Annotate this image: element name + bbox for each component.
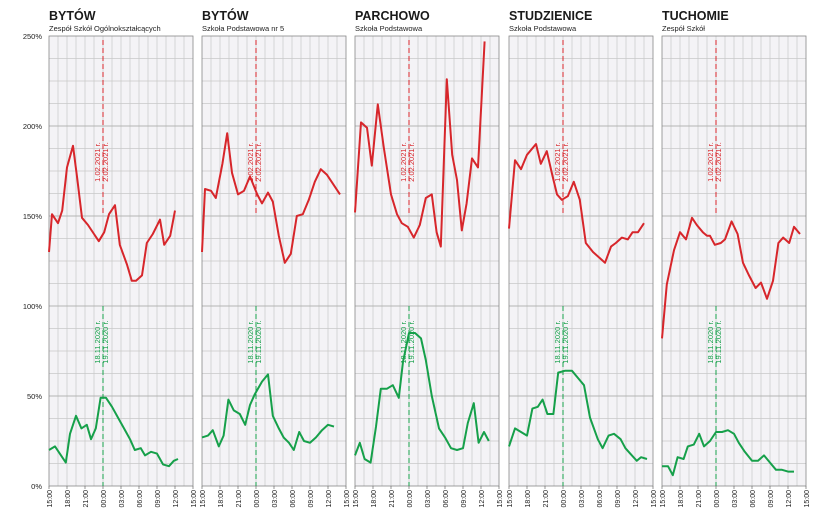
x-tick-label: 03:00 [119, 490, 126, 508]
date-label-red: 2.02.2021 r. [254, 142, 263, 182]
x-tick-label: 15:00 [344, 490, 351, 508]
date-label-red: 1.02.2021 r. [399, 142, 408, 182]
date-label-red: 1.02.2021 r. [553, 142, 562, 182]
date-label-red: 1.02.2021 r. [93, 142, 102, 182]
x-tick-label: 03:00 [579, 490, 586, 508]
series-line-red [661, 216, 801, 339]
series-line-green [662, 429, 794, 477]
x-tick-label: 03:00 [732, 490, 739, 508]
x-tick-label: 18:00 [65, 490, 72, 508]
x-tick-label: 12:00 [786, 490, 793, 508]
panel-subtitle: Zespół Szkół [662, 24, 705, 33]
date-label-red: 1.02.2021 r. [706, 142, 715, 182]
date-label-red: 2.02.2021 r. [714, 142, 723, 182]
y-tick-label: 250% [23, 32, 43, 41]
date-label-green: 18.11.2020 r. [246, 320, 255, 363]
x-tick-label: 12:00 [326, 490, 333, 508]
y-tick-label: 150% [23, 212, 43, 221]
x-tick-label: 21:00 [543, 490, 550, 508]
x-tick-label: 03:00 [425, 490, 432, 508]
series-line-red [201, 132, 341, 264]
y-tick-label: 50% [27, 392, 42, 401]
panel-subtitle: Szkoła Podstawowa [355, 24, 423, 33]
panel-title: TUCHOMIE [662, 9, 729, 23]
x-tick-label: 00:00 [254, 490, 261, 508]
panel-title: STUDZIENICE [509, 9, 592, 23]
panel-4: 1.02.2021 r. 2.02.2021 r. 18.11.2020 r. 19.… [507, 9, 658, 508]
x-tick-label: 15:00 [660, 490, 667, 508]
x-tick-label: 21:00 [696, 490, 703, 508]
date-label-green: 18.11.2020 r. [93, 320, 102, 363]
series-line-green [354, 332, 490, 464]
x-tick-label: 09:00 [615, 490, 622, 508]
x-tick-label: 15:00 [507, 490, 514, 508]
panel-subtitle: Zespół Szkół Ogólnokształcących [49, 24, 161, 33]
x-tick-label: 09:00 [155, 490, 162, 508]
x-tick-label: 06:00 [597, 490, 604, 508]
x-tick-label: 09:00 [308, 490, 315, 508]
date-label-red: 2.02.2021 r. [561, 142, 570, 182]
panel-title: BYTÓW [49, 8, 96, 23]
panel-2: 1.02.2021 r. 2.02.2021 r. 18.11.2020 r. 19.… [200, 8, 351, 508]
y-tick-label: 0% [31, 482, 42, 491]
x-tick-label: 18:00 [371, 490, 378, 508]
x-tick-label: 15:00 [353, 490, 360, 508]
x-tick-label: 15:00 [47, 490, 54, 508]
x-tick-label: 18:00 [678, 490, 685, 508]
date-label-green: 19.11.2020 r. [101, 320, 110, 363]
x-tick-label: 15:00 [200, 490, 207, 508]
y-tick-label: 200% [23, 122, 43, 131]
date-label-green: 18.11.2020 r. [553, 320, 562, 363]
x-tick-label: 09:00 [768, 490, 775, 508]
series-line-green [48, 396, 179, 468]
date-label-green: 19.11.2020 r. [407, 320, 416, 363]
date-label-green: 18.11.2020 r. [706, 320, 715, 363]
x-tick-label: 18:00 [218, 490, 225, 508]
date-label-green: 18.11.2020 r. [399, 320, 408, 363]
x-tick-label: 03:00 [272, 490, 279, 508]
date-label-red: 1.02.2021 r. [246, 142, 255, 182]
x-tick-label: 21:00 [389, 490, 396, 508]
x-tick-label: 15:00 [497, 490, 504, 508]
x-tick-label: 21:00 [236, 490, 243, 508]
x-tick-label: 06:00 [443, 490, 450, 508]
series-line-red [354, 41, 486, 248]
series-line-red [48, 144, 176, 282]
y-tick-label: 100% [23, 302, 43, 311]
x-tick-label: 00:00 [714, 490, 721, 508]
series-line-green [508, 369, 648, 462]
x-tick-label: 12:00 [479, 490, 486, 508]
x-tick-label: 15:00 [651, 490, 658, 508]
x-tick-label: 15:00 [804, 490, 811, 508]
x-tick-label: 15:00 [191, 490, 198, 508]
series-line-green [201, 373, 335, 451]
date-label-red: 2.02.2021 r. [101, 142, 110, 182]
panel-3: 1.02.2021 r. 2.02.2021 r. 18.11.2020 r. 19.… [353, 9, 504, 508]
panel-subtitle: Szkoła Podstawowa [509, 24, 577, 33]
panel-title: PARCHOWO [355, 9, 430, 23]
date-label-green: 19.11.2020 r. [714, 320, 723, 363]
x-tick-label: 00:00 [561, 490, 568, 508]
date-label-green: 19.11.2020 r. [561, 320, 570, 363]
date-label-green: 19.11.2020 r. [254, 320, 263, 363]
panel-5: 1.02.2021 r. 2.02.2021 r. 18.11.2020 r. 19.… [660, 9, 811, 508]
date-label-red: 2.02.2021 r. [407, 142, 416, 182]
series-line-red [508, 143, 645, 264]
x-tick-label: 06:00 [290, 490, 297, 508]
x-tick-label: 12:00 [173, 490, 180, 508]
panel-1: 1.02.2021 r. 2.02.2021 r. 18.11.2020 r. 19.… [47, 8, 198, 508]
panel-title: BYTÓW [202, 8, 249, 23]
panel-subtitle: Szkoła Podstawowa nr 5 [202, 24, 284, 33]
x-tick-label: 06:00 [137, 490, 144, 508]
x-tick-label: 00:00 [407, 490, 414, 508]
x-tick-label: 00:00 [101, 490, 108, 508]
x-tick-label: 12:00 [633, 490, 640, 508]
x-tick-label: 18:00 [525, 490, 532, 508]
x-tick-label: 09:00 [461, 490, 468, 508]
x-tick-label: 06:00 [750, 490, 757, 508]
x-tick-label: 21:00 [83, 490, 90, 508]
